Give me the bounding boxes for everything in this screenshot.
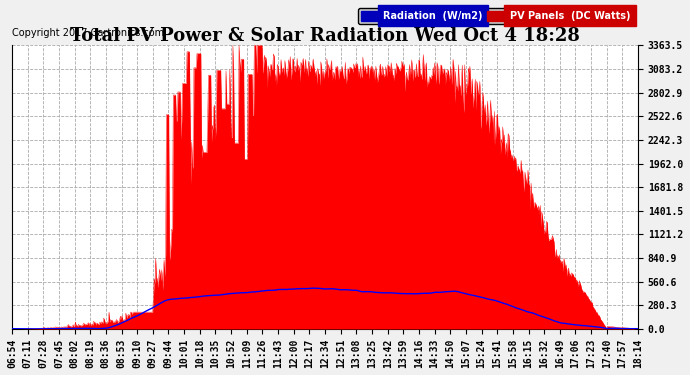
- Text: Copyright 2017 Cartronics.com: Copyright 2017 Cartronics.com: [12, 28, 164, 38]
- Legend: Radiation  (W/m2), PV Panels  (DC Watts): Radiation (W/m2), PV Panels (DC Watts): [358, 8, 633, 24]
- Title: Total PV Power & Solar Radiation Wed Oct 4 18:28: Total PV Power & Solar Radiation Wed Oct…: [70, 27, 580, 45]
